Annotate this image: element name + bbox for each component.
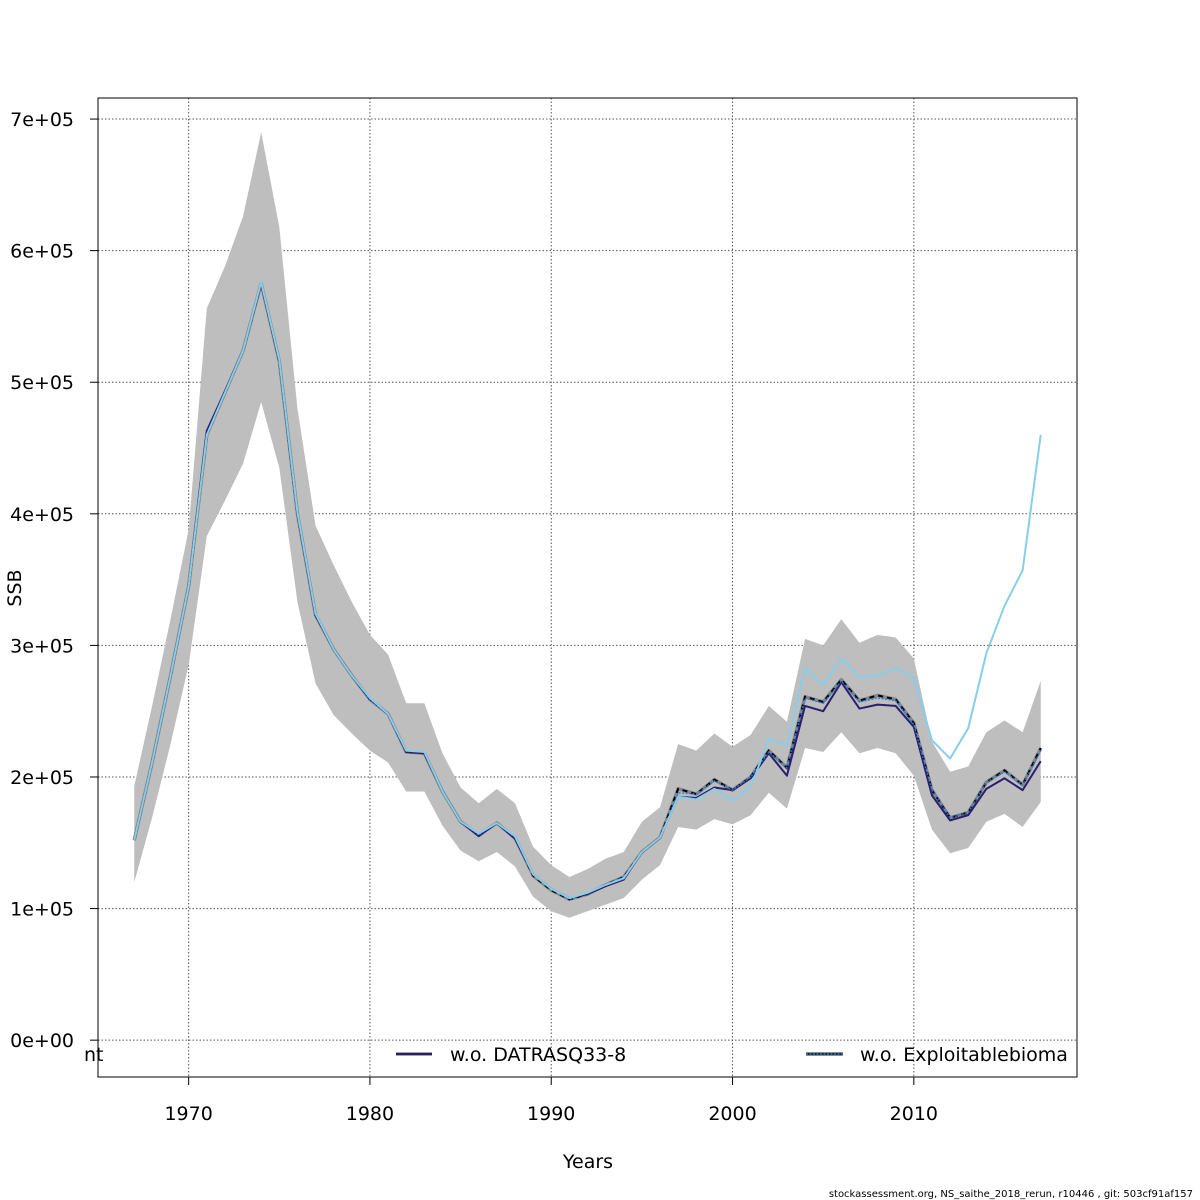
y-tick-label: 1e+05 [10,899,74,921]
x-tick-label: 2000 [708,1103,756,1125]
x-tick-label: 1970 [164,1103,212,1125]
confidence-band-layer [134,132,1041,918]
y-tick-label: 3e+05 [10,635,74,657]
x-axis-title: Years [562,1151,613,1173]
y-tick-label: 4e+05 [10,504,74,526]
y-tick-label: 6e+05 [10,241,74,263]
series-line-other [133,281,1042,900]
grid-lines [98,98,1077,1077]
y-tick-label: 5e+05 [10,372,74,394]
y-tick-label: 7e+05 [10,109,74,131]
x-tick-label: 1980 [346,1103,394,1125]
legend-label-datrasq33: w.o. DATRASQ33-8 [450,1044,626,1066]
x-axis-ticks: 1970 1980 1990 2000 2010 [164,1077,938,1125]
y-axis-ticks: 0e+00 1e+05 2e+05 3e+05 4e+05 5e+05 6e+05 7e+05 [10,109,98,1052]
plot-frame [97,97,1078,1078]
y-tick-label: 2e+05 [10,767,74,789]
footer-text: stockassessment.org, NS_saithe_2018_reru… [829,1189,1193,1200]
legend-label-exploitablebioma: w.o. Exploitablebioma [860,1044,1068,1066]
x-tick-label: 1990 [527,1103,575,1125]
confidence-band [134,132,1041,918]
y-axis-title: SSB [4,569,26,606]
legend: nt w.o. DATRASQ33-8 w.o. Exploitablebioma [84,1044,1068,1066]
series-layer [132,281,1043,902]
y-tick-label: 0e+00 [10,1030,74,1052]
x-tick-label: 2010 [890,1103,938,1125]
legend-label-truncated: nt [84,1044,104,1066]
